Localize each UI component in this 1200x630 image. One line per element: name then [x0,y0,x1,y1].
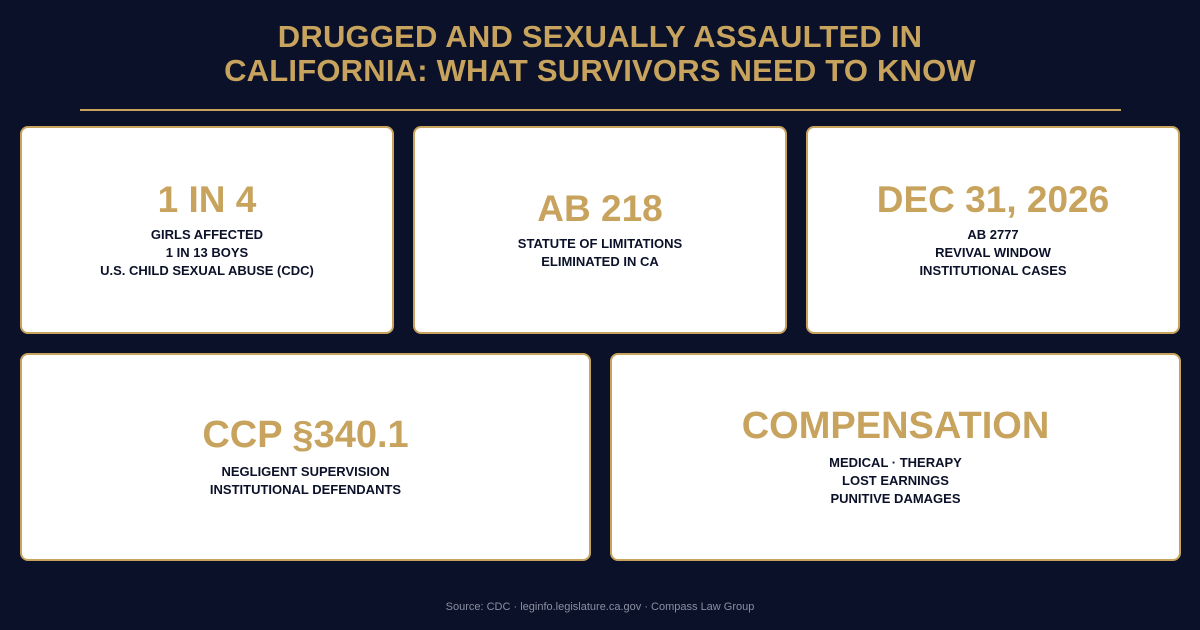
stat-description-line: AB 2777 [967,227,1019,243]
stat-description-line: NEGLIGENT SUPERVISION [221,463,390,479]
stat-card-ccp-340-1: CCP §340.1 NEGLIGENT SUPERVISION INSTITU… [20,353,591,561]
stat-card-ab-218: AB 218 STATUTE OF LIMITATIONS ELIMINATED… [413,126,787,334]
stat-description: MEDICAL · THERAPY LOST EARNINGS PUNITIVE… [829,454,962,508]
page-title: DRUGGED AND SEXUALLY ASSAULTED IN CALIFO… [0,20,1200,88]
stat-value: 1 IN 4 [157,178,257,220]
stat-description-line: LOST EARNINGS [842,472,949,488]
stat-description-line: 1 IN 13 BOYS [165,245,249,261]
stat-description-line: REVIVAL WINDOW [935,245,1051,261]
stat-value: COMPENSATION [741,405,1050,448]
stat-description: GIRLS AFFECTED 1 IN 13 BOYS U.S. CHILD S… [100,226,314,280]
stat-value: AB 218 [537,187,663,229]
stat-card-dec-31-2026: DEC 31, 2026 AB 2777 REVIVAL WINDOW INST… [806,126,1180,334]
stat-card-compensation: COMPENSATION MEDICAL · THERAPY LOST EARN… [610,353,1181,561]
stat-description-line: INSTITUTIONAL DEFENDANTS [209,481,402,497]
stat-description-line: U.S. CHILD SEXUAL ABUSE (CDC) [100,263,314,279]
stat-description-line: MEDICAL · THERAPY [829,454,962,470]
stat-value: DEC 31, 2026 [876,178,1110,220]
page-title-line-1: DRUGGED AND SEXUALLY ASSAULTED IN [277,19,923,54]
page-title-line-2: CALIFORNIA: WHAT SURVIVORS NEED TO KNOW [224,53,976,88]
stat-value: CCP §340.1 [202,414,409,457]
source-footnote: Source: CDC · leginfo.legislature.ca.gov… [445,601,755,613]
stat-description-line: GIRLS AFFECTED [150,227,264,243]
stat-description-line: INSTITUTIONAL CASES [919,263,1067,279]
stat-card-girls-affected: 1 IN 4 GIRLS AFFECTED 1 IN 13 BOYS U.S. … [20,126,394,334]
stat-description-line: STATUTE OF LIMITATIONS [517,236,683,252]
stat-description-line: ELIMINATED IN CA [541,254,659,270]
title-divider [80,109,1121,111]
stat-description: STATUTE OF LIMITATIONS ELIMINATED IN CA [518,235,682,271]
stat-description: AB 2777 REVIVAL WINDOW INSTITUTIONAL CAS… [919,226,1066,280]
stat-description-line: PUNITIVE DAMAGES [830,490,961,506]
stat-description: NEGLIGENT SUPERVISION INSTITUTIONAL DEFE… [210,463,401,499]
